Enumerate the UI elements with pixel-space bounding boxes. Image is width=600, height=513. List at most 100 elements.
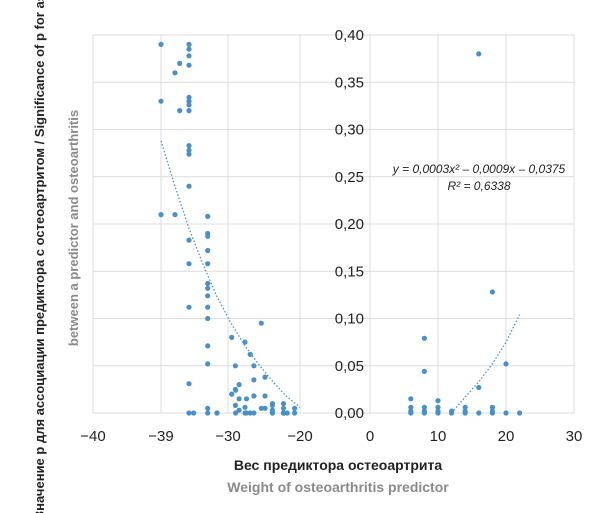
data-point [177,60,183,66]
data-point [214,410,220,416]
data-point [232,386,238,392]
y-tick-label: 0,30 [335,122,364,139]
data-point [449,410,455,416]
data-point [186,147,192,153]
y-tick-label: 0,20 [335,216,364,233]
data-point [186,381,192,387]
data-point [205,343,211,349]
data-point [280,410,287,416]
data-point [186,102,192,108]
data-point [205,285,211,291]
data-point [435,410,441,416]
data-point [421,335,427,341]
x-tick-label: −20 [287,428,312,445]
data-point [186,98,192,104]
data-point [236,396,242,402]
r-squared-label: R² = 0,6338 [447,179,510,193]
data-point [172,70,178,76]
data-point [186,143,192,149]
data-point [205,410,211,416]
data-point [489,289,495,295]
y-axis-title-line2: between a predictor and osteoarthritis [66,110,81,346]
data-point [408,410,414,416]
data-point [186,151,192,157]
x-axis-title-en: Weight of osteoarthritis predictor [227,479,449,495]
data-point [262,405,268,411]
y-tick-label: 0,10 [335,311,364,328]
data-point [258,405,264,411]
data-point [186,94,192,100]
data-point [186,304,192,310]
data-point [205,261,211,267]
data-point [280,401,287,407]
data-point [517,410,523,416]
data-point [205,293,211,299]
data-point [292,405,298,411]
data-point [284,410,290,416]
data-point [158,98,164,104]
data-point [408,396,414,402]
data-point [292,410,298,416]
data-point [186,53,192,59]
data-point [251,393,257,399]
data-point [229,334,235,340]
data-point [489,404,495,410]
data-point [476,384,482,391]
data-point [186,46,192,52]
data-point [421,410,427,416]
data-point [462,404,468,410]
data-point [421,404,427,410]
x-tick-label: 10 [430,428,447,445]
trend-lines [160,140,521,414]
x-axis-title-ru: Вес предиктора остеоартрита [234,457,443,473]
data-point [435,404,441,410]
data-point [435,398,441,404]
x-tick-label: −40 [80,428,105,445]
data-point [186,41,192,48]
data-point [262,393,268,399]
data-point [503,361,509,367]
data-point [489,410,495,416]
x-tick-label: 0 [366,428,374,445]
data-point [462,410,468,416]
data-point [205,213,211,219]
data-point [243,410,250,416]
data-point [172,212,178,218]
y-tick-label: 0,00 [335,405,364,422]
data-point [186,183,192,189]
data-point [186,237,192,243]
data-point [186,108,192,114]
data-point [232,363,238,369]
data-point [280,405,287,411]
data-point [476,51,482,57]
y-tick-label: 0,05 [335,358,364,375]
y-axis-title-line1: Значение p для ассоциации предиктора с о… [32,0,47,513]
data-point [242,339,248,345]
data-point [205,315,211,322]
data-point [503,410,509,416]
x-tick-label: −39 [148,428,173,445]
data-point [247,351,253,357]
regression-equation: y = 0,0003x² – 0,0009x – 0,0375 [392,162,566,176]
trend-line-right [451,314,521,414]
data-point [158,212,164,218]
x-tick-label: 30 [566,428,583,445]
data-point [205,233,211,239]
data-point [242,404,248,410]
tick-labels: 0,00 0,05 0,10 0,15 0,20 0,25 0,30 0,35 0,40 −40 −… [80,27,582,445]
data-point [251,377,257,383]
data-point [247,410,253,416]
data-point [205,280,211,287]
grid-lines [92,34,575,414]
y-tick-label: 0,35 [335,74,364,91]
data-point [186,261,192,267]
data-point [177,108,183,114]
data-point [158,41,164,48]
data-point [408,404,414,410]
data-point [229,391,235,397]
data-point [421,368,427,374]
data-point [205,304,211,310]
data-point [269,402,275,408]
data-points [158,41,523,416]
data-point [205,247,211,254]
